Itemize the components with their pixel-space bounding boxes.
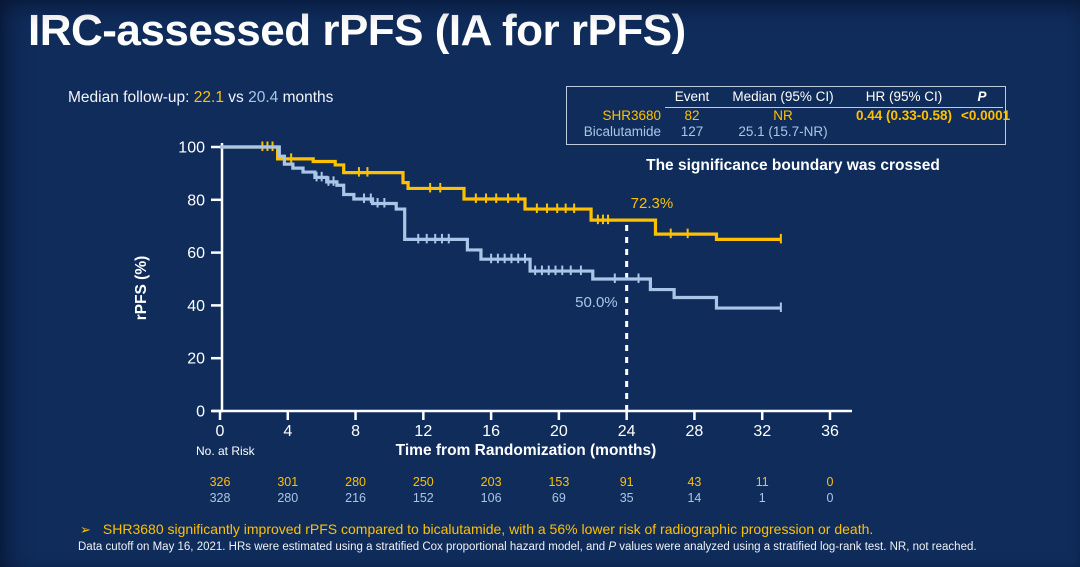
- svg-text:326: 326: [210, 475, 231, 489]
- median-followup-bicalutamide: 20.4: [248, 89, 279, 106]
- footnote-p-italic: P: [608, 541, 617, 553]
- conclusion-bullet: ➢ SHR3680 significantly improved rPFS com…: [80, 521, 1070, 538]
- svg-text:280: 280: [277, 491, 298, 505]
- svg-text:216: 216: [345, 491, 366, 505]
- stats-header-event: Event: [665, 89, 719, 108]
- median-followup-label: Median follow-up:: [68, 89, 194, 106]
- stats-bicalutamide-name: Bicalutamide: [583, 124, 661, 139]
- stats-shr3680-p: <0.0001: [961, 107, 1011, 123]
- svg-text:152: 152: [413, 491, 434, 505]
- stats-header-median: Median (95% CI): [719, 89, 847, 108]
- stats-row-shr3680: SHR3680 82 NR 0.44 (0.33-0.58) <0.0001: [567, 107, 1011, 125]
- conclusion-text: SHR3680 significantly improved rPFS comp…: [102, 521, 874, 537]
- svg-text:250: 250: [413, 475, 434, 489]
- svg-text:16: 16: [482, 423, 500, 440]
- svg-text:60: 60: [187, 245, 205, 262]
- svg-text:20: 20: [187, 351, 205, 368]
- svg-text:280: 280: [345, 475, 366, 489]
- stats-table-header-row: Event Median (95% CI) HR (95% CI) P: [567, 89, 1005, 108]
- svg-text:32: 32: [753, 423, 771, 440]
- svg-text:28: 28: [686, 423, 704, 440]
- median-followup-suffix: months: [278, 89, 334, 106]
- significance-note: The significance boundary was crossed: [646, 157, 940, 174]
- median-followup-vs: vs: [223, 89, 249, 106]
- svg-text:rPFS (%): rPFS (%): [133, 256, 150, 321]
- stats-table: Event Median (95% CI) HR (95% CI) P SHR3…: [566, 86, 1011, 145]
- svg-text:72.3%: 72.3%: [631, 195, 674, 212]
- stats-shr3680-event: 82: [684, 107, 700, 123]
- svg-text:69: 69: [552, 491, 566, 505]
- stats-bicalutamide-median: 25.1 (15.7-NR): [738, 124, 828, 139]
- svg-text:153: 153: [548, 475, 569, 489]
- median-followup-shr3680: 22.1: [193, 89, 224, 106]
- svg-text:0: 0: [827, 475, 834, 489]
- footnote-post: values were analyzed using a stratified …: [616, 541, 977, 553]
- svg-text:20: 20: [550, 423, 568, 440]
- svg-text:301: 301: [277, 475, 298, 489]
- stats-shr3680-median: NR: [773, 107, 793, 123]
- svg-text:8: 8: [351, 423, 360, 440]
- svg-text:0: 0: [827, 491, 834, 505]
- stats-shr3680-hr: 0.44 (0.33-0.58): [855, 107, 953, 123]
- svg-text:0: 0: [196, 404, 205, 421]
- svg-text:11: 11: [756, 475, 769, 489]
- svg-text:50.0%: 50.0%: [575, 294, 618, 311]
- stats-bicalutamide-event: 127: [680, 124, 704, 139]
- footnote-pre: Data cutoff on May 16, 2021. HRs were es…: [78, 541, 609, 553]
- footnote: Data cutoff on May 16, 2021. HRs were es…: [78, 541, 1068, 553]
- svg-text:24: 24: [618, 423, 636, 440]
- median-followup: Median follow-up: 22.1 vs 20.4 months: [68, 89, 333, 107]
- svg-text:43: 43: [687, 475, 701, 489]
- stats-header-hr: HR (95% CI): [847, 89, 961, 108]
- svg-text:80: 80: [187, 192, 205, 209]
- svg-text:40: 40: [187, 298, 205, 315]
- svg-text:Time from Randomization (month: Time from Randomization (months): [396, 442, 657, 459]
- svg-text:91: 91: [620, 475, 634, 489]
- svg-text:328: 328: [210, 491, 231, 505]
- svg-text:4: 4: [283, 423, 292, 440]
- svg-text:36: 36: [821, 423, 839, 440]
- svg-text:14: 14: [687, 491, 701, 505]
- stats-header-p: P: [961, 89, 1003, 108]
- bullet-arrow-icon: ➢: [80, 522, 91, 537]
- svg-text:1: 1: [759, 491, 766, 505]
- svg-text:No. at Risk: No. at Risk: [196, 444, 256, 458]
- svg-text:100: 100: [178, 140, 205, 157]
- page-title: IRC-assessed rPFS (IA for rPFS): [28, 6, 686, 55]
- svg-text:106: 106: [481, 491, 502, 505]
- stats-row-bicalutamide: Bicalutamide 127 25.1 (15.7-NR): [567, 124, 1005, 141]
- svg-text:0: 0: [216, 423, 225, 440]
- svg-text:35: 35: [620, 491, 634, 505]
- stats-shr3680-name: SHR3680: [602, 107, 661, 123]
- svg-text:12: 12: [414, 423, 432, 440]
- svg-text:203: 203: [481, 475, 502, 489]
